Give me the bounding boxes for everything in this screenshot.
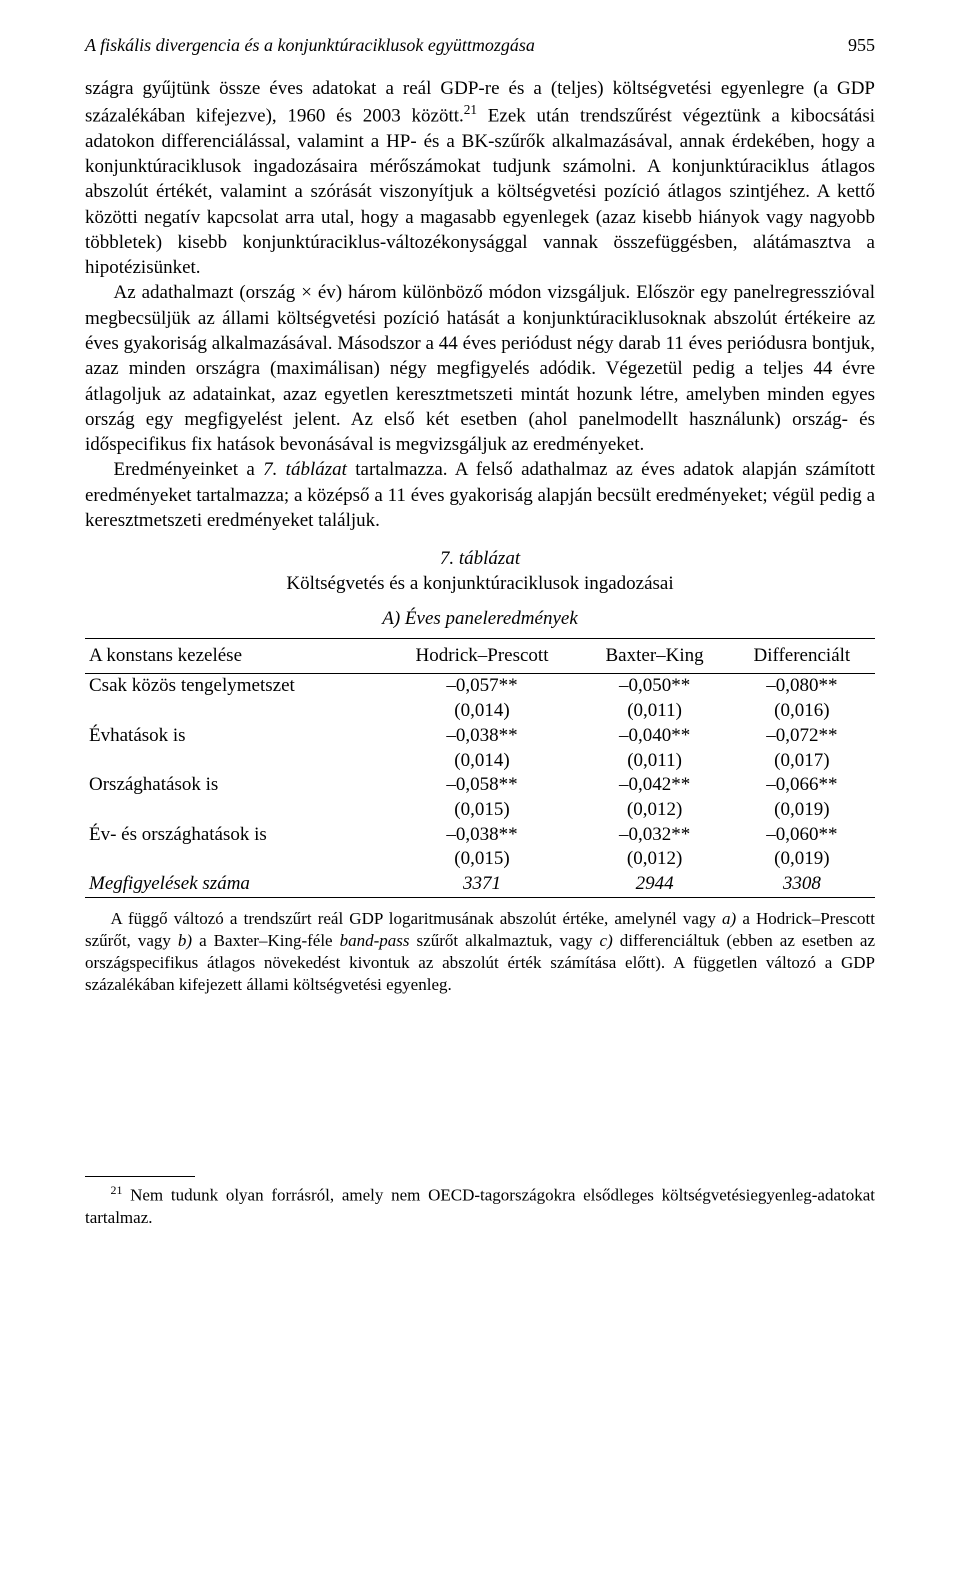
table-row: Országhatások is –0,058** (0,015) –0,042** (…	[85, 773, 875, 822]
table-note-i1: a)	[722, 909, 736, 928]
table-note-a: A függő változó a trendszűrt reál GDP lo…	[111, 909, 723, 928]
table-cell: 3371	[384, 872, 581, 897]
std-error: (0,015)	[388, 847, 577, 872]
table-title: Költségvetés és a konjunktúraciklusok in…	[286, 573, 673, 594]
table-cell: –0,042** (0,012)	[580, 773, 728, 822]
coef-value: 2944	[636, 873, 674, 894]
table-note-d: szűrőt alkalmaztuk, vagy	[410, 931, 600, 950]
table-header-row: A konstans kezelése Hodrick–Prescott Bax…	[85, 639, 875, 674]
footnote-separator	[85, 1176, 195, 1177]
coef-value: –0,050**	[619, 675, 690, 696]
coef-value: –0,038**	[446, 725, 517, 746]
paragraph-3: Eredményeinket a 7. táblázat tartalmazza…	[85, 457, 875, 533]
table-note: A függő változó a trendszűrt reál GDP lo…	[85, 908, 875, 996]
table-note-i4: c)	[600, 931, 613, 950]
col-header-2: Baxter–King	[580, 639, 728, 674]
footnote-number: 21	[111, 1183, 123, 1197]
running-title: A fiskális divergencia és a konjunktúrac…	[85, 35, 535, 56]
table-cell: –0,050** (0,011)	[580, 674, 728, 724]
coef-value: –0,058**	[446, 774, 517, 795]
body-text: szágra gyűjtünk össze éves adatokat a re…	[85, 76, 875, 533]
running-head: A fiskális divergencia és a konjunktúrac…	[85, 35, 875, 56]
page: A fiskális divergencia és a konjunktúrac…	[0, 0, 960, 1571]
std-error: (0,019)	[733, 847, 871, 872]
table-cell: –0,060**(0,019)	[729, 823, 875, 872]
coef-value: –0,032**	[619, 824, 690, 845]
table-cell: 2944	[580, 872, 728, 897]
paragraph-1: szágra gyűjtünk össze éves adatokat a re…	[85, 76, 875, 280]
coef-value: –0,060**	[766, 824, 837, 845]
table-cell: –0,038** (0,014)	[384, 724, 581, 773]
paragraph-3a: Eredményeinket a	[114, 459, 264, 480]
std-error: (0,017)	[733, 749, 871, 774]
table-cell: –0,038**(0,015)	[384, 823, 581, 872]
std-error: (0,015)	[388, 798, 577, 823]
std-error: (0,019)	[733, 798, 871, 823]
col-header-3: Differenciált	[729, 639, 875, 674]
table-cell: 3308	[729, 872, 875, 897]
table-caption: 7. táblázat Költségvetés és a konjunktúr…	[85, 547, 875, 596]
table-cell: –0,040** (0,011)	[580, 724, 728, 773]
std-error: (0,014)	[388, 699, 577, 724]
data-table: A konstans kezelése Hodrick–Prescott Bax…	[85, 638, 875, 897]
table-cell: –0,072** (0,017)	[729, 724, 875, 773]
table-note-c: a Baxter–King-féle	[192, 931, 340, 950]
coef-value: –0,038**	[446, 824, 517, 845]
table-note-i2: b)	[178, 931, 192, 950]
std-error: (0,012)	[584, 847, 724, 872]
table-row: Év- és országhatások is–0,038**(0,015)–0…	[85, 823, 875, 872]
row-label: Év- és országhatások is	[85, 823, 384, 872]
col-header-0: A konstans kezelése	[85, 639, 384, 674]
row-label: Csak közös tengelymetszet	[85, 674, 384, 724]
paragraph-2: Az adathalmazt (ország × év) három külön…	[85, 280, 875, 457]
col-header-1: Hodrick–Prescott	[384, 639, 581, 674]
footnote-ref-21: 21	[464, 102, 477, 117]
coef-value: 3308	[783, 873, 821, 894]
table-cell: –0,080** (0,016)	[729, 674, 875, 724]
paragraph-1b: Ezek után trendszűrést végeztünk a kiboc…	[85, 106, 875, 279]
table-body: Csak közös tengelymetszet –0,057** (0,014)…	[85, 674, 875, 897]
footnote-21: 21 Nem tudunk olyan forrásról, amely nem…	[85, 1183, 875, 1229]
std-error: (0,011)	[584, 749, 724, 774]
table-cell: –0,058** (0,015)	[384, 773, 581, 822]
row-label: Évhatások is	[85, 724, 384, 773]
coef-value: 3371	[463, 873, 501, 894]
coef-value: –0,040**	[619, 725, 690, 746]
table-row: Megfigyelések száma 3371 2944 3308	[85, 872, 875, 897]
row-label: Megfigyelések száma	[85, 872, 384, 897]
coef-value: –0,042**	[619, 774, 690, 795]
table-panel-title: A) Éves paneleredmények	[85, 608, 875, 630]
table-number: 7. táblázat	[440, 548, 520, 569]
coef-value: –0,080**	[766, 675, 837, 696]
std-error: (0,014)	[388, 749, 577, 774]
std-error: (0,016)	[733, 699, 871, 724]
coef-value: –0,072**	[766, 725, 837, 746]
row-label: Országhatások is	[85, 773, 384, 822]
table-7: 7. táblázat Költségvetés és a konjunktúr…	[85, 547, 875, 996]
std-error: (0,012)	[584, 798, 724, 823]
table-cell: –0,057** (0,014)	[384, 674, 581, 724]
table-row: Évhatások is –0,038** (0,014) –0,040** (0,01…	[85, 724, 875, 773]
coef-value: –0,066**	[766, 774, 837, 795]
table-cell: –0,066** (0,019)	[729, 773, 875, 822]
table-row: Csak közös tengelymetszet –0,057** (0,014)…	[85, 674, 875, 724]
footnote-text: Nem tudunk olyan forrásról, amely nem OE…	[85, 1186, 875, 1227]
coef-value: –0,057**	[446, 675, 517, 696]
page-number: 955	[848, 35, 875, 56]
std-error: (0,011)	[584, 699, 724, 724]
table-reference: 7. táblázat	[263, 459, 347, 480]
table-note-i3: band-pass	[340, 931, 410, 950]
table-cell: –0,032**(0,012)	[580, 823, 728, 872]
